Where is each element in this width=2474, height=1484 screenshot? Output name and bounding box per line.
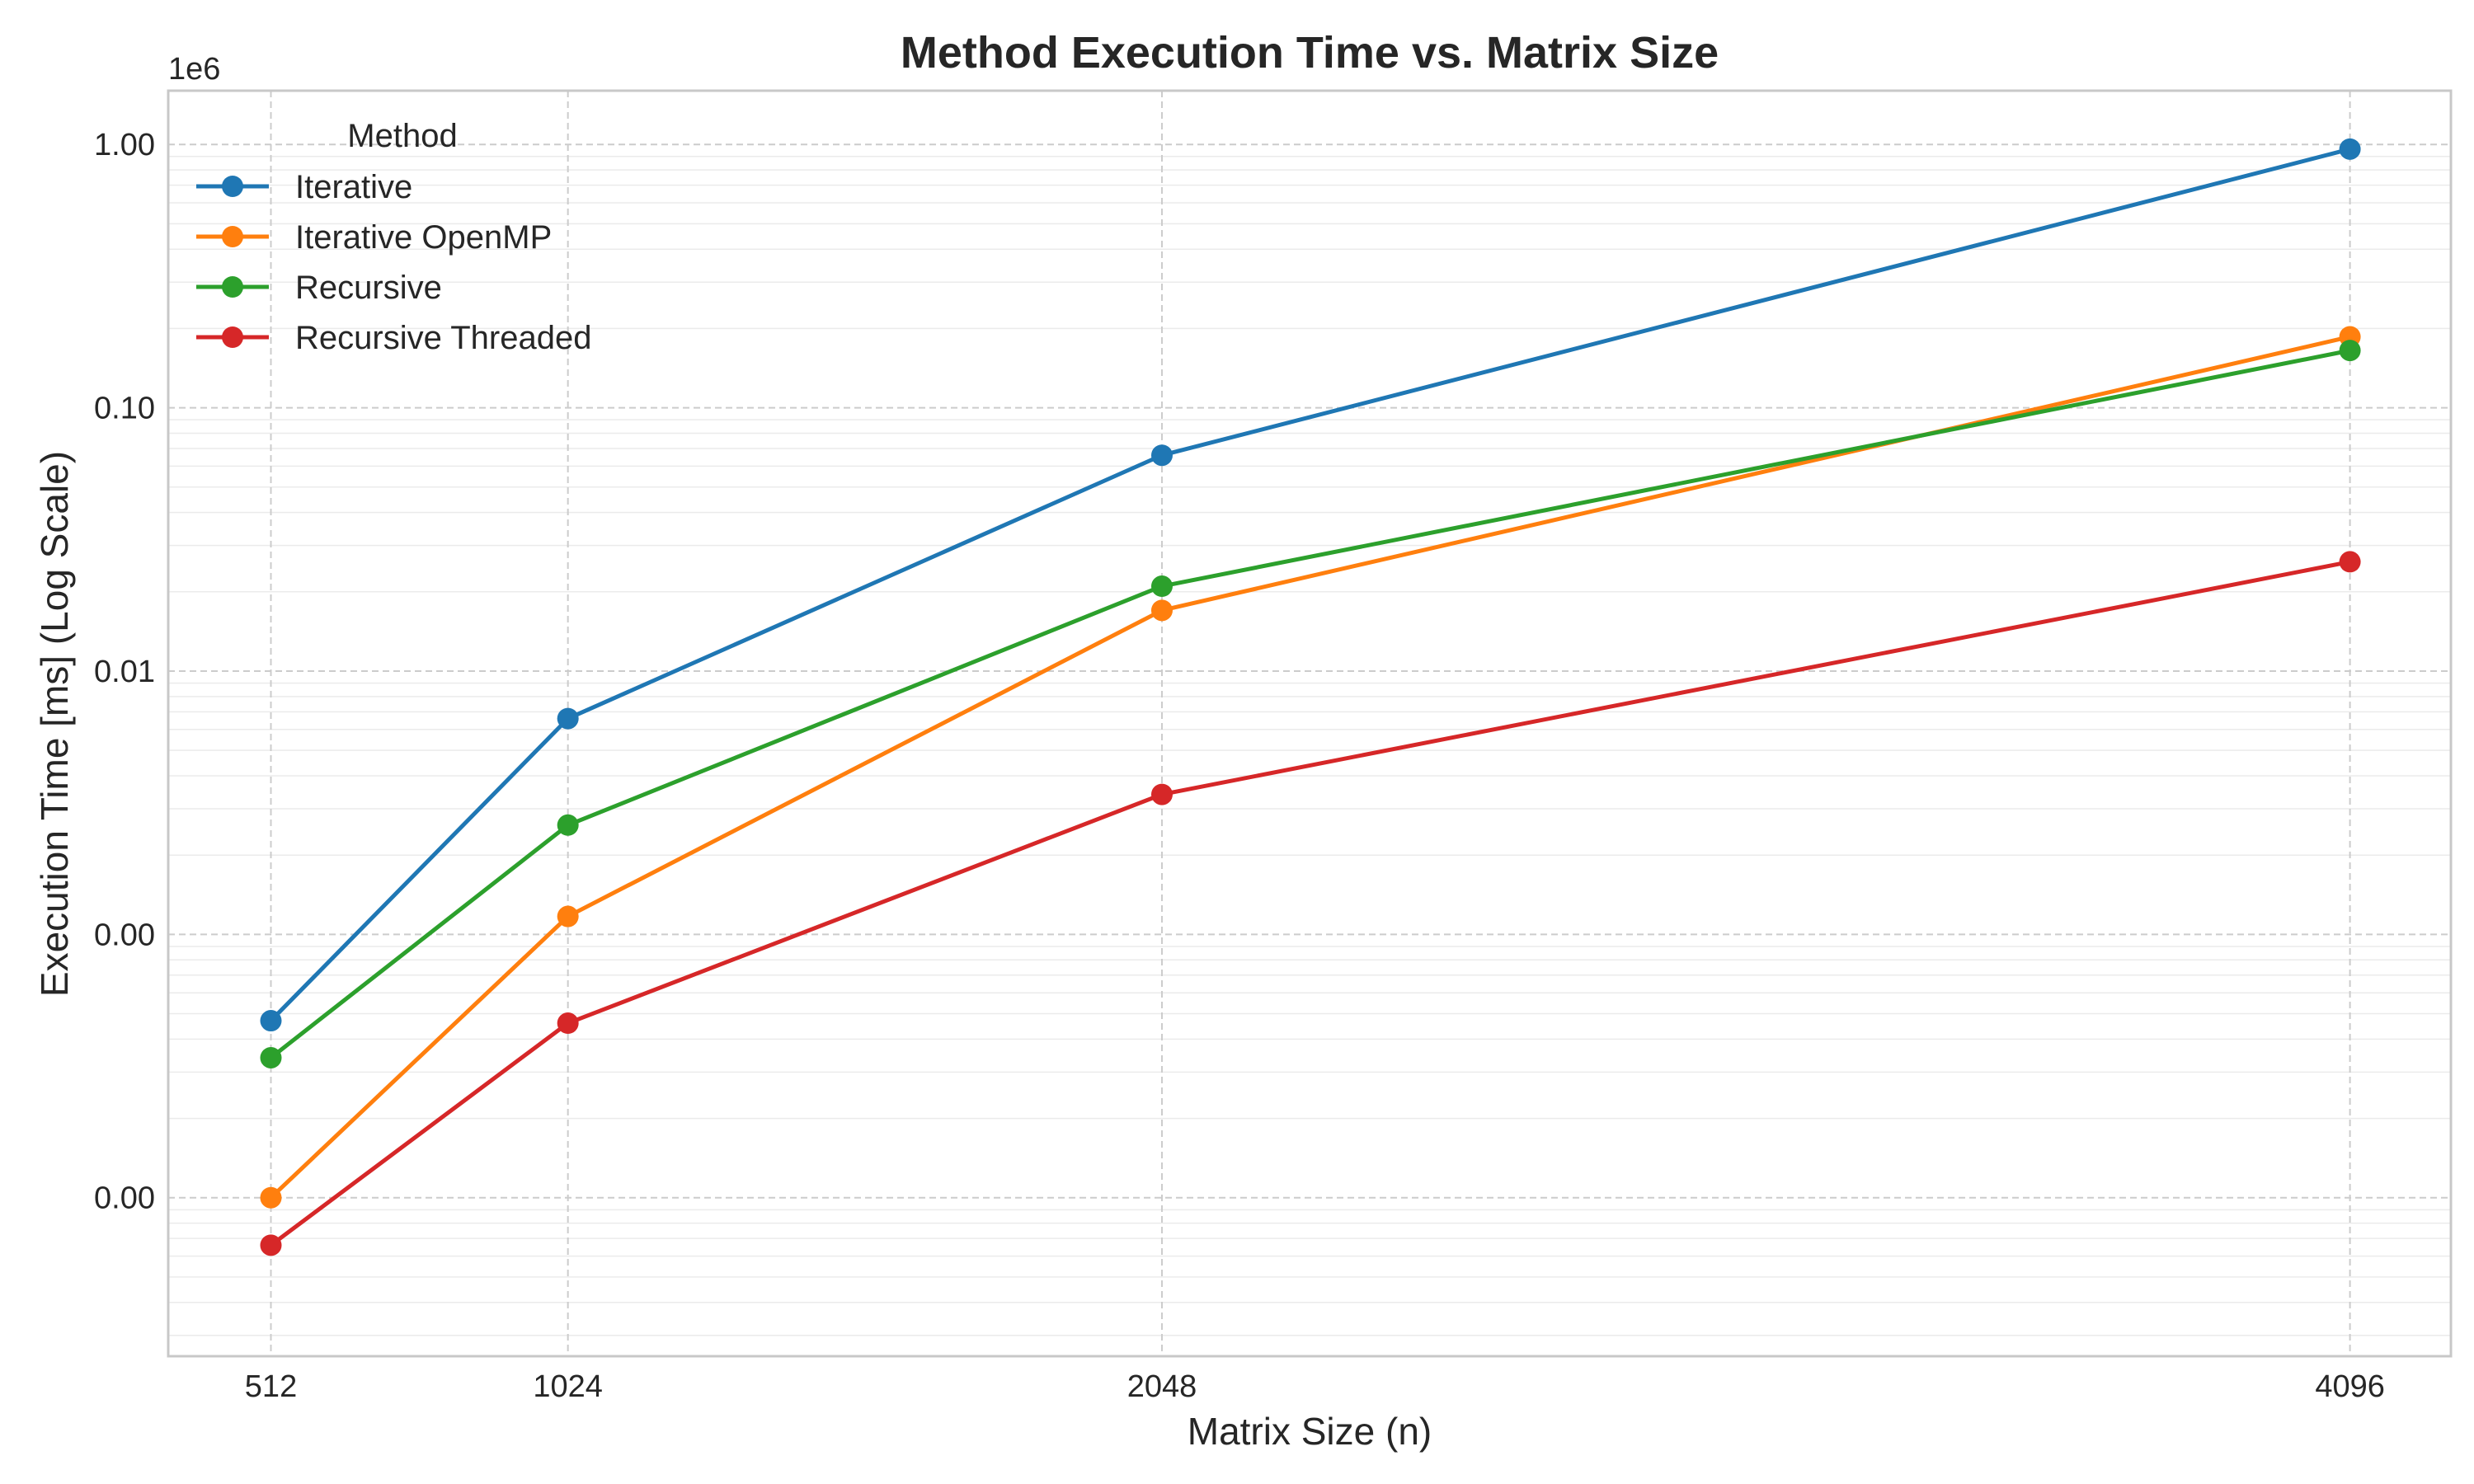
legend-marker <box>222 276 243 298</box>
series-layer <box>260 138 2361 1256</box>
y-tick-label: 0.00 <box>94 918 155 952</box>
x-tick-label: 512 <box>245 1369 297 1404</box>
series-iterative <box>260 138 2361 1032</box>
legend-marker <box>222 326 243 348</box>
data-point <box>557 1012 579 1035</box>
legend: Method Iterative Iterative OpenMP Recursiv… <box>196 118 591 356</box>
plot-frame <box>167 89 2453 1358</box>
data-point <box>1150 599 1173 622</box>
legend-label: Recursive <box>295 270 442 306</box>
legend-label: Iterative <box>295 169 412 205</box>
plot-area <box>168 91 2451 1356</box>
legend-title: Method <box>347 118 457 154</box>
data-point <box>1150 444 1173 467</box>
data-point <box>2339 340 2361 362</box>
legend-marker <box>222 226 243 247</box>
data-point <box>260 1046 282 1068</box>
data-point <box>1150 575 1173 598</box>
y-tick-label: 0.01 <box>94 655 155 689</box>
data-point <box>1150 783 1173 805</box>
x-axis-label: Matrix Size (n) <box>1188 1410 1432 1453</box>
legend-item: Recursive <box>196 270 442 306</box>
x-tick-label: 1024 <box>533 1369 603 1404</box>
legend-label: Recursive Threaded <box>295 320 591 356</box>
data-point <box>557 905 579 928</box>
y-tick-label: 1.00 <box>94 128 155 162</box>
data-point <box>2339 138 2361 160</box>
y-tick-labels: 1.00 0.10 0.01 0.00 0.00 <box>94 128 155 1216</box>
x-tick-label: 2048 <box>1127 1369 1197 1404</box>
series-line <box>269 348 2351 1059</box>
legend-label: Iterative OpenMP <box>295 219 552 256</box>
x-tick-labels: 512 1024 2048 4096 <box>245 1369 2385 1404</box>
minor-gridlines <box>168 156 2451 1336</box>
data-point <box>260 1234 282 1256</box>
data-point <box>2339 551 2361 573</box>
legend-marker <box>222 176 243 197</box>
chart-title: Method Execution Time vs. Matrix Size <box>901 28 1719 77</box>
y-offset-label: 1e6 <box>168 52 220 87</box>
series-line <box>269 147 2351 1022</box>
series-iterative-openmp <box>260 326 2361 1209</box>
y-axis-label: Execution Time [ms] (Log Scale) <box>33 451 76 997</box>
data-point <box>260 1010 282 1032</box>
series-line <box>269 335 2351 1200</box>
legend-item: Iterative <box>196 169 412 205</box>
legend-item: Iterative OpenMP <box>196 219 552 256</box>
y-tick-label: 0.10 <box>94 392 155 426</box>
x-tick-label: 4096 <box>2315 1369 2385 1404</box>
data-point <box>557 814 579 836</box>
series-recursive <box>260 340 2361 1068</box>
y-tick-label: 0.00 <box>94 1181 155 1216</box>
data-point <box>557 707 579 730</box>
series-line <box>270 559 2351 1247</box>
data-point <box>260 1186 282 1209</box>
series-recursive-threaded <box>260 551 2361 1256</box>
legend-item: Recursive Threaded <box>196 320 591 356</box>
